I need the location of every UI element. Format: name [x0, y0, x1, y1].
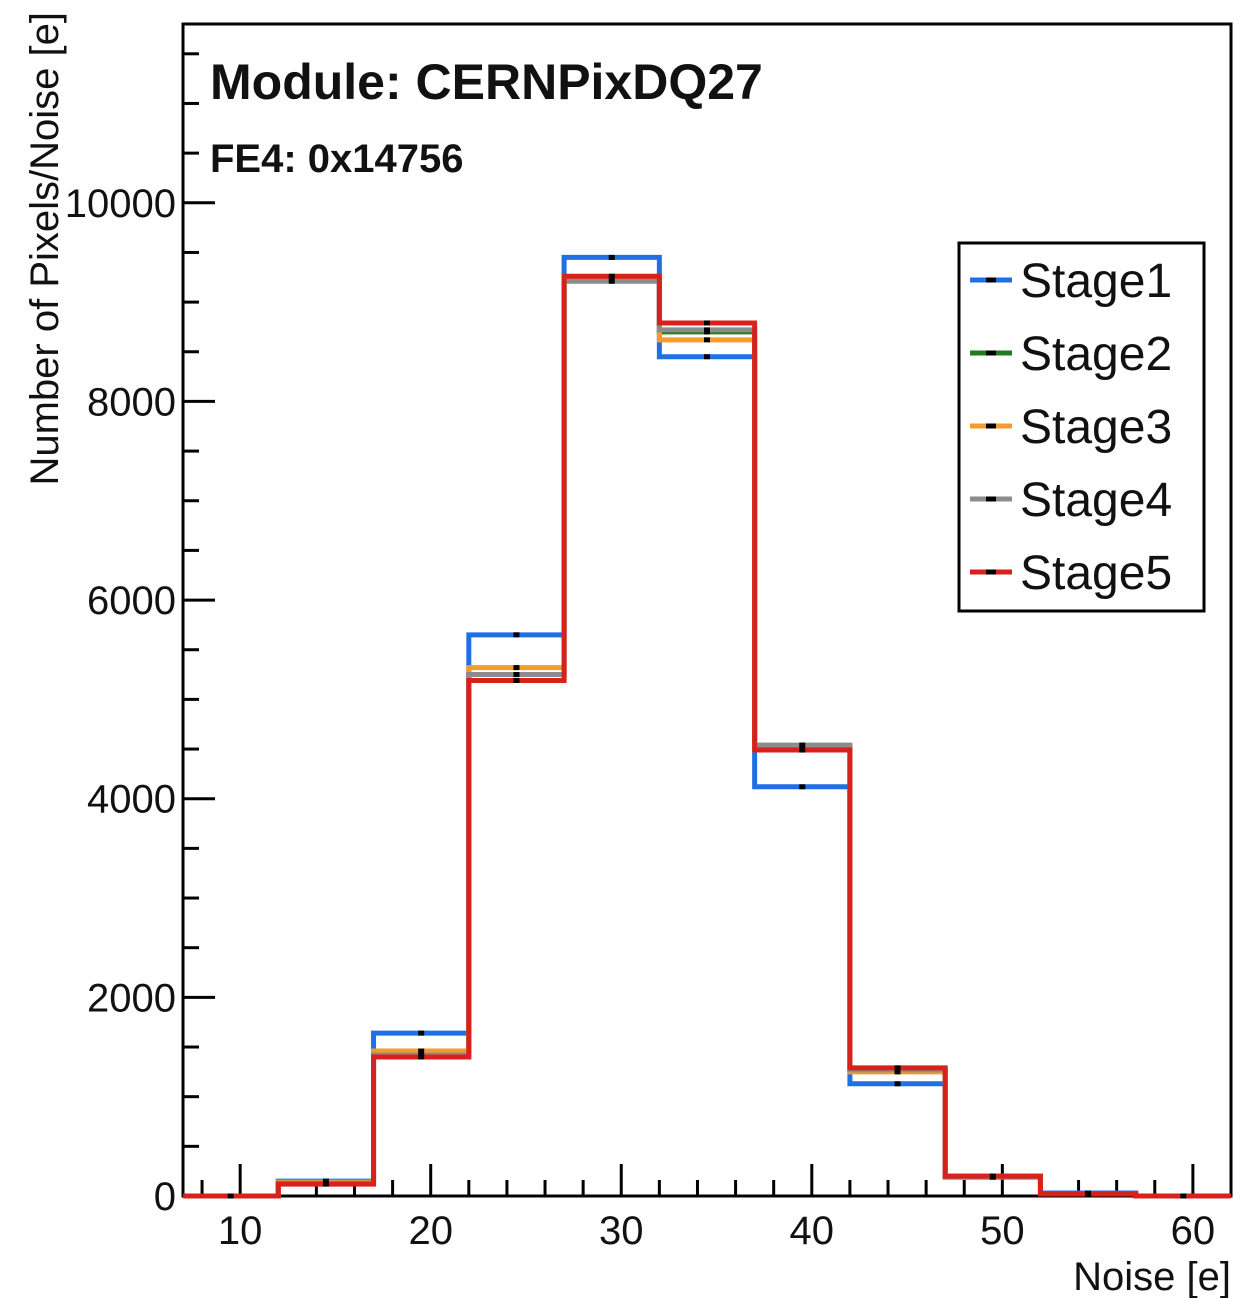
legend-label-stage2: Stage2: [1020, 328, 1172, 381]
x-axis-title: Noise [e]: [1073, 1255, 1231, 1298]
y-tick-label: 10000: [65, 182, 176, 226]
x-tick-label: 20: [408, 1209, 453, 1253]
y-tick-label: 0: [154, 1175, 176, 1219]
module-annotation: Module: CERNPixDQ27: [210, 54, 763, 110]
y-tick-label: 6000: [87, 579, 176, 623]
y-tick-label: 4000: [87, 778, 176, 822]
x-tick-label: 10: [218, 1209, 263, 1253]
x-tick-label: 30: [599, 1209, 644, 1253]
legend-label-stage3: Stage3: [1020, 401, 1172, 454]
series-layer: [183, 254, 1231, 1199]
legend-label-stage5: Stage5: [1020, 547, 1172, 600]
legend-label-stage1: Stage1: [1020, 255, 1172, 308]
x-tick-label: 60: [1171, 1209, 1216, 1253]
legend-label-stage4: Stage4: [1020, 474, 1172, 527]
axis-ticks: 10 20 30 40 50 60 0 2000 4000 6000 8000 10000: [65, 52, 1233, 1253]
y-axis-title: Number of Pixels/Noise [e]: [23, 12, 67, 486]
legend: Stage1 Stage2 Stage3 Stage4 Stage5: [957, 241, 1206, 613]
fe-annotation: FE4: 0x14756: [210, 137, 464, 181]
y-tick-label: 8000: [87, 380, 176, 424]
plot-frame: [181, 22, 1233, 1198]
x-tick-label: 50: [980, 1209, 1025, 1253]
x-tick-label: 40: [790, 1209, 835, 1253]
legend-items: Stage1 Stage2 Stage3 Stage4 Stage5: [970, 255, 1172, 600]
y-tick-label: 2000: [87, 976, 176, 1020]
